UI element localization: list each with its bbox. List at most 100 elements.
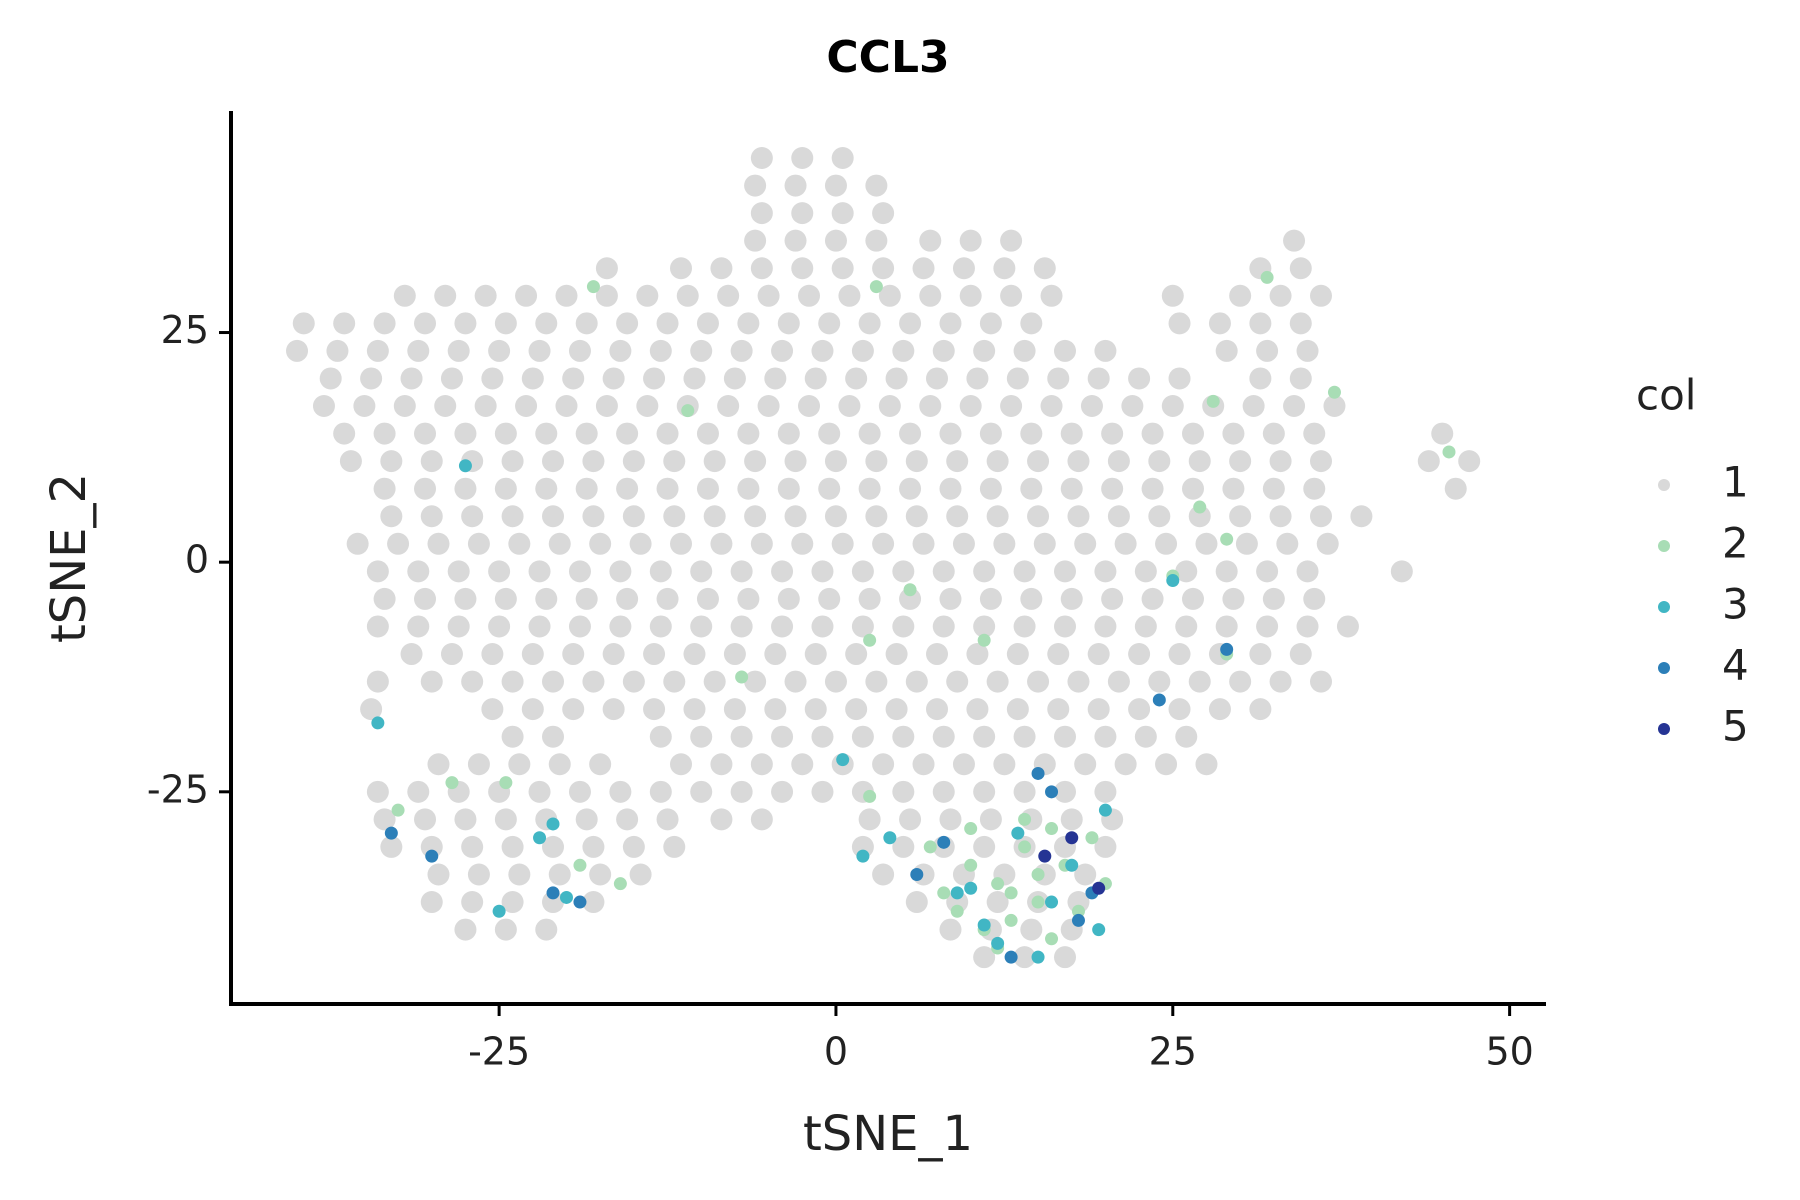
point xyxy=(878,395,901,418)
point xyxy=(1195,532,1218,555)
point xyxy=(1092,881,1106,895)
point xyxy=(1114,753,1137,776)
point xyxy=(1087,698,1110,721)
point xyxy=(521,643,544,666)
point xyxy=(602,643,625,666)
point xyxy=(546,817,560,831)
point xyxy=(643,643,666,666)
point xyxy=(919,395,942,418)
point xyxy=(333,422,356,445)
point xyxy=(979,422,1002,445)
point xyxy=(515,395,538,418)
point xyxy=(1229,670,1252,693)
point xyxy=(1188,505,1211,528)
point xyxy=(339,450,362,473)
point xyxy=(986,450,1009,473)
point xyxy=(649,560,672,583)
point xyxy=(690,780,713,803)
point xyxy=(757,284,780,307)
point xyxy=(1242,395,1265,418)
point xyxy=(535,477,558,500)
point xyxy=(656,422,679,445)
point xyxy=(609,339,632,362)
point xyxy=(737,477,760,500)
point xyxy=(696,422,719,445)
point xyxy=(1013,725,1036,748)
point xyxy=(528,560,551,583)
point xyxy=(1444,477,1467,500)
point xyxy=(937,886,951,900)
point xyxy=(461,670,484,693)
point xyxy=(458,459,472,473)
point xyxy=(959,229,982,252)
point xyxy=(573,858,587,872)
point xyxy=(508,532,531,555)
point xyxy=(1181,477,1204,500)
point xyxy=(1269,505,1292,528)
point xyxy=(1235,532,1258,555)
legend-label: 3 xyxy=(1722,580,1749,629)
point xyxy=(710,532,733,555)
point xyxy=(777,587,800,610)
point xyxy=(1013,780,1036,803)
point xyxy=(959,395,982,418)
point xyxy=(838,284,861,307)
point xyxy=(609,560,632,583)
x-tick-label: 0 xyxy=(824,1030,848,1074)
point xyxy=(575,312,598,335)
point xyxy=(427,532,450,555)
point xyxy=(892,339,915,362)
point xyxy=(595,395,618,418)
point xyxy=(777,422,800,445)
point xyxy=(528,615,551,638)
point xyxy=(1155,532,1178,555)
point xyxy=(744,174,767,197)
point xyxy=(973,725,996,748)
point xyxy=(912,532,935,555)
point xyxy=(670,257,693,280)
point xyxy=(562,698,585,721)
point xyxy=(1222,477,1245,500)
point xyxy=(582,450,605,473)
point xyxy=(1161,284,1184,307)
y-tick-label: 0 xyxy=(185,538,209,582)
point xyxy=(1249,312,1272,335)
legend-title: col xyxy=(1636,371,1696,420)
point xyxy=(1269,450,1292,473)
point xyxy=(784,505,807,528)
point xyxy=(1000,284,1023,307)
point xyxy=(454,477,477,500)
point xyxy=(979,477,1002,500)
point xyxy=(1071,913,1085,927)
point xyxy=(616,477,639,500)
point xyxy=(440,367,463,390)
point xyxy=(1006,367,1029,390)
point xyxy=(420,505,443,528)
point xyxy=(885,643,908,666)
point xyxy=(845,643,868,666)
point xyxy=(1283,395,1306,418)
point xyxy=(811,339,834,362)
point xyxy=(977,918,991,932)
point xyxy=(950,886,964,900)
point xyxy=(977,633,991,647)
point xyxy=(1175,725,1198,748)
point xyxy=(1323,395,1346,418)
point xyxy=(366,670,389,693)
point xyxy=(1004,950,1018,964)
point xyxy=(488,560,511,583)
point xyxy=(993,532,1016,555)
point xyxy=(1031,867,1045,881)
point xyxy=(1045,895,1059,909)
point xyxy=(851,560,874,583)
point xyxy=(946,670,969,693)
point xyxy=(521,367,544,390)
point xyxy=(703,505,726,528)
point xyxy=(1045,822,1059,836)
point xyxy=(366,339,389,362)
point xyxy=(333,312,356,335)
point xyxy=(818,477,841,500)
point xyxy=(535,918,558,941)
point xyxy=(555,395,578,418)
point xyxy=(1168,698,1191,721)
